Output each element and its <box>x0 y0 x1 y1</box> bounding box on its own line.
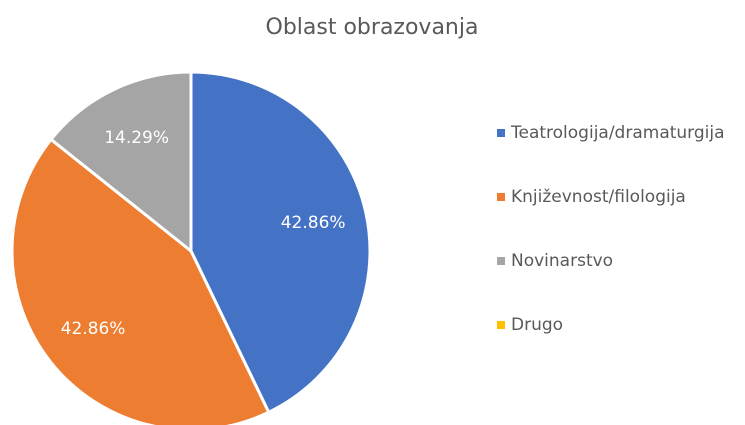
legend-label: Teatrologija/dramaturgija <box>510 123 725 143</box>
chart-title: Oblast obrazovanja <box>266 15 479 40</box>
legend-swatch <box>497 193 505 201</box>
data-label: 14.29% <box>104 128 169 148</box>
legend-swatch <box>497 257 505 265</box>
legend-label: Drugo <box>511 315 563 335</box>
legend-label: Novinarstvo <box>511 251 613 271</box>
legend-swatch <box>497 321 505 329</box>
data-label: 42.86% <box>61 319 126 339</box>
pie-slice <box>49 70 193 253</box>
legend-swatch <box>497 129 505 137</box>
legend-label: Književnost/filologija <box>511 187 686 207</box>
pie-slice <box>189 70 372 414</box>
data-label: 42.86% <box>281 213 346 233</box>
pie-slice <box>10 137 271 425</box>
